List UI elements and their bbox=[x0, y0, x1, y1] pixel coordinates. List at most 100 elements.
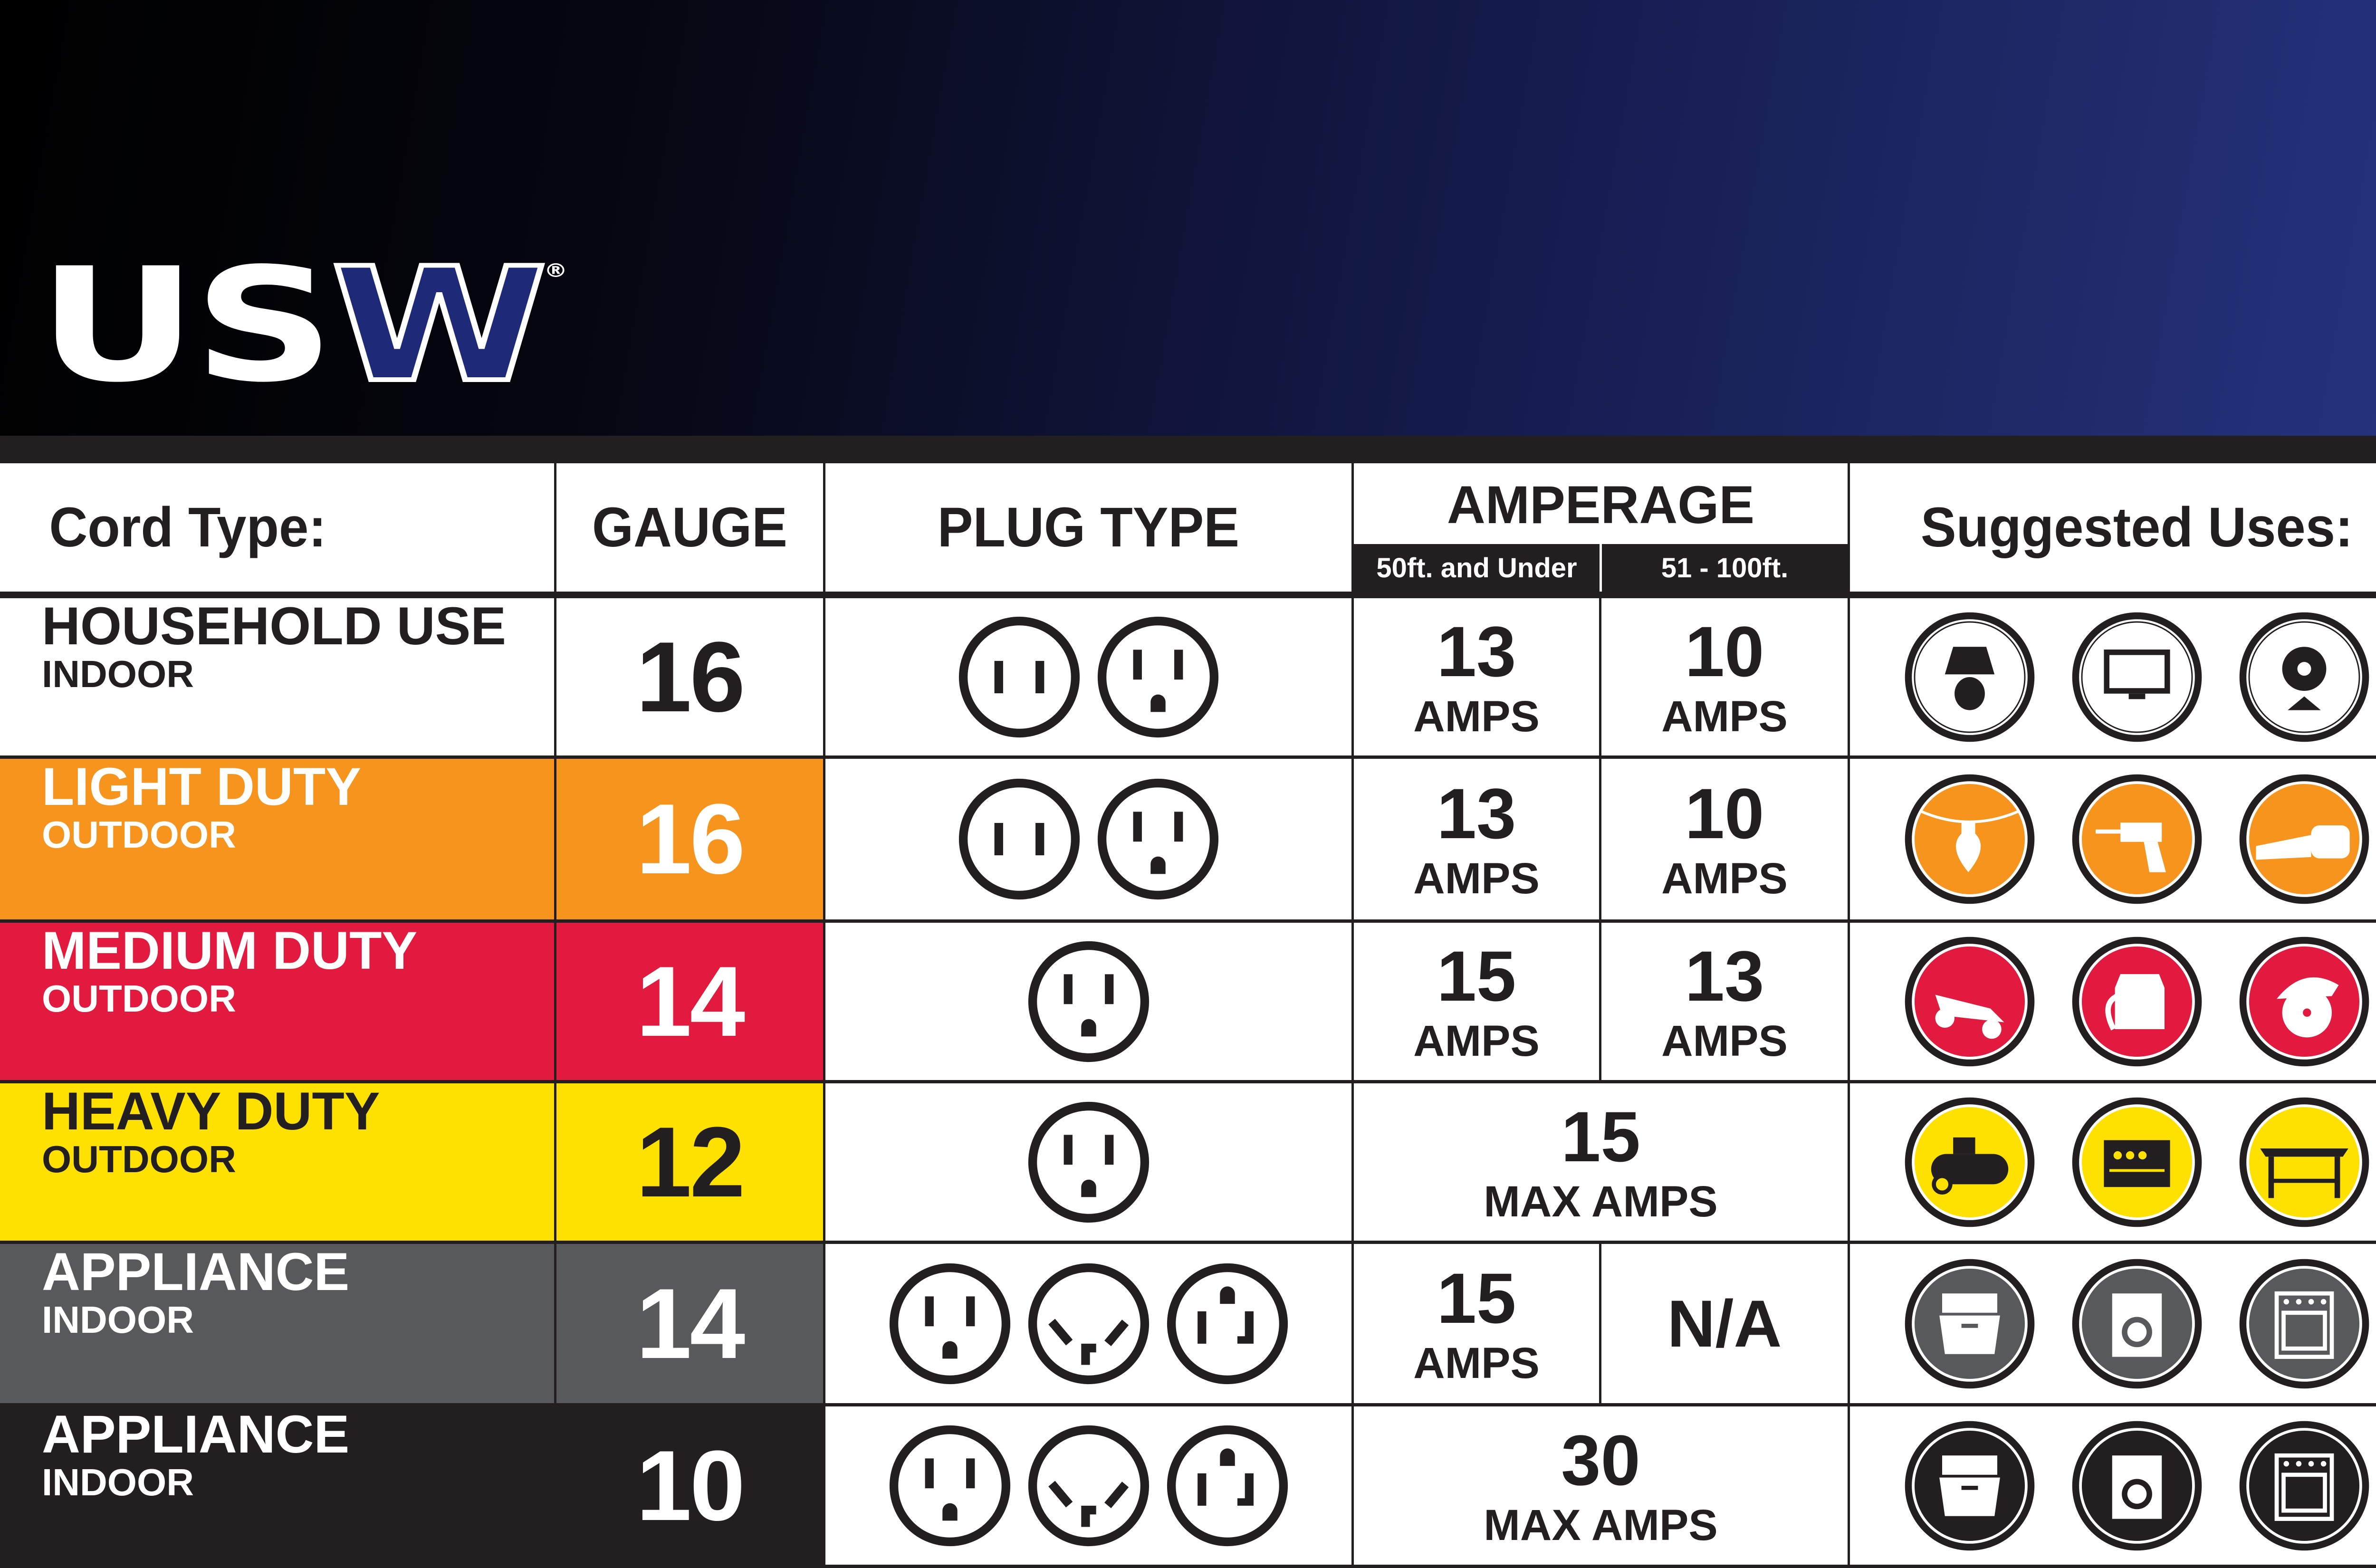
row-cord-type: MEDIUM DUTY OUTDOOR bbox=[0, 923, 556, 1083]
header-banner: USW® bbox=[0, 0, 2376, 436]
row-plug-types bbox=[825, 598, 1354, 759]
row-cord-type: HEAVY DUTY OUTDOOR bbox=[0, 1083, 556, 1244]
string-lights-icon bbox=[1905, 774, 2034, 904]
amperage-value: 13 bbox=[1685, 936, 1764, 1016]
cord-type-name: LIGHT DUTY bbox=[42, 757, 361, 816]
30a-dryer-outlet-icon bbox=[1028, 1425, 1149, 1546]
two-prong-outlet-icon bbox=[958, 616, 1080, 737]
header-gauge: GAUGE bbox=[556, 463, 825, 598]
row-gauge: 14 bbox=[556, 1244, 825, 1406]
three-prong-outlet-icon bbox=[1097, 616, 1218, 737]
row-cord-type: APPLIANCE INDOOR bbox=[0, 1244, 556, 1406]
header-plug-type: PLUG TYPE bbox=[825, 463, 1354, 598]
row-amperage-50ft: 15 AMPS bbox=[1354, 923, 1601, 1083]
amperage-value: 10 bbox=[1685, 774, 1764, 853]
cord-type-name: HEAVY DUTY bbox=[42, 1081, 380, 1141]
row-suggested-uses bbox=[1850, 1244, 2376, 1406]
drill-icon bbox=[2072, 774, 2202, 904]
amperage-unit: AMPS bbox=[1413, 692, 1540, 741]
row-amperage-51-100ft: N/A bbox=[1601, 1244, 1850, 1406]
row-gauge: 12 bbox=[556, 1083, 825, 1244]
cord-chart-table: Cord Type: GAUGE PLUG TYPE AMPERAGE 50ft… bbox=[0, 463, 2376, 1568]
gauge-value: 14 bbox=[636, 945, 746, 1057]
row-amperage-50ft: 13 AMPS bbox=[1354, 759, 1601, 923]
row-cord-type: LIGHT DUTY OUTDOOR bbox=[0, 759, 556, 923]
washing-machine-icon bbox=[2072, 1259, 2202, 1388]
gauge-value: 16 bbox=[636, 621, 746, 733]
row-cord-type: HOUSEHOLD USE INDOOR bbox=[0, 598, 556, 759]
row-plug-types bbox=[825, 1244, 1354, 1406]
oven-icon bbox=[2239, 1421, 2369, 1550]
registered-mark: ® bbox=[544, 260, 568, 282]
amperage-unit: MAX AMPS bbox=[1484, 1177, 1718, 1226]
header-divider bbox=[0, 436, 2376, 463]
row-amperage-51-100ft: 10 AMPS bbox=[1601, 598, 1850, 759]
leaf-blower-icon bbox=[2239, 774, 2369, 904]
television-icon bbox=[2072, 612, 2202, 742]
air-compressor-icon bbox=[1905, 1097, 2034, 1227]
row-plug-types bbox=[825, 1083, 1354, 1244]
three-prong-outlet-icon bbox=[1028, 941, 1149, 1062]
row-amperage-51-100ft: 13 AMPS bbox=[1601, 923, 1850, 1083]
amperage-not-applicable: N/A bbox=[1667, 1286, 1782, 1361]
cord-type-location: OUTDOOR bbox=[42, 1138, 236, 1180]
amperage-unit: AMPS bbox=[1413, 1016, 1540, 1065]
row-plug-types bbox=[825, 923, 1354, 1083]
oven-icon bbox=[2239, 1259, 2369, 1388]
subheader-50ft: 50ft. and Under bbox=[1354, 544, 1602, 592]
row-plug-types bbox=[825, 759, 1354, 923]
logo-text: USW® bbox=[38, 234, 568, 417]
dishwasher-icon bbox=[1905, 1259, 2034, 1388]
amperage-unit: AMPS bbox=[1661, 854, 1788, 903]
cord-type-location: OUTDOOR bbox=[42, 813, 236, 856]
gauge-value: 12 bbox=[636, 1106, 746, 1218]
header-cord-type: Cord Type: bbox=[0, 463, 556, 598]
gauge-value: 16 bbox=[636, 783, 746, 895]
row-max-amperage: 15 MAX AMPS bbox=[1354, 1083, 1850, 1244]
two-prong-outlet-icon bbox=[958, 778, 1080, 900]
fan-icon bbox=[2239, 612, 2369, 742]
amperage-value: 30 bbox=[1561, 1420, 1640, 1500]
amperage-value: 15 bbox=[1561, 1096, 1640, 1176]
cord-type-location: INDOOR bbox=[42, 1461, 194, 1503]
table-saw-icon bbox=[2239, 1097, 2369, 1227]
row-suggested-uses bbox=[1850, 759, 2376, 923]
cord-type-location: INDOOR bbox=[42, 1298, 194, 1341]
dishwasher-icon bbox=[1905, 1421, 2034, 1550]
amperage-value: 10 bbox=[1685, 611, 1764, 691]
row-suggested-uses bbox=[1850, 1406, 2376, 1568]
row-suggested-uses bbox=[1850, 598, 2376, 759]
row-gauge: 16 bbox=[556, 759, 825, 923]
row-max-amperage: 30 MAX AMPS bbox=[1354, 1406, 1850, 1568]
header-amperage-label: AMPERAGE bbox=[1447, 475, 1755, 535]
circular-saw-icon bbox=[2239, 937, 2369, 1066]
cord-type-location: OUTDOOR bbox=[42, 977, 236, 1020]
washing-machine-icon bbox=[2072, 1421, 2202, 1550]
amperage-unit: AMPS bbox=[1661, 692, 1788, 741]
usw-logo: USW® bbox=[38, 245, 568, 406]
row-amperage-50ft: 13 AMPS bbox=[1354, 598, 1601, 759]
amperage-unit: AMPS bbox=[1413, 1339, 1540, 1387]
row-gauge: 14 bbox=[556, 923, 825, 1083]
amperage-value: 15 bbox=[1437, 936, 1516, 1016]
lamp-icon bbox=[1905, 612, 2034, 742]
three-prong-outlet-icon bbox=[1097, 778, 1218, 900]
amperage-subheaders: 50ft. and Under 51 - 100ft. bbox=[1354, 544, 1848, 592]
20a-t-slot-outlet-icon bbox=[1167, 1263, 1288, 1384]
row-cord-type: APPLIANCE INDOOR bbox=[0, 1406, 556, 1568]
cord-type-name: APPLIANCE bbox=[42, 1405, 350, 1464]
cord-type-name: MEDIUM DUTY bbox=[42, 921, 418, 980]
header-uses-label: Suggested Uses: bbox=[1920, 496, 2353, 559]
header-plug-type-label: PLUG TYPE bbox=[937, 496, 1240, 559]
amperage-value: 13 bbox=[1437, 774, 1516, 853]
cord-type-location: INDOOR bbox=[42, 652, 194, 695]
20a-t-slot-outlet-icon bbox=[1167, 1425, 1288, 1546]
amperage-value: 15 bbox=[1437, 1258, 1516, 1338]
row-gauge: 16 bbox=[556, 598, 825, 759]
amperage-unit: AMPS bbox=[1661, 1016, 1788, 1065]
subheader-100ft: 51 - 100ft. bbox=[1661, 552, 1789, 583]
header-cord-type-label: Cord Type: bbox=[49, 496, 326, 559]
three-prong-outlet-icon bbox=[889, 1263, 1010, 1384]
gauge-value: 10 bbox=[636, 1429, 746, 1541]
row-suggested-uses bbox=[1850, 1083, 2376, 1244]
